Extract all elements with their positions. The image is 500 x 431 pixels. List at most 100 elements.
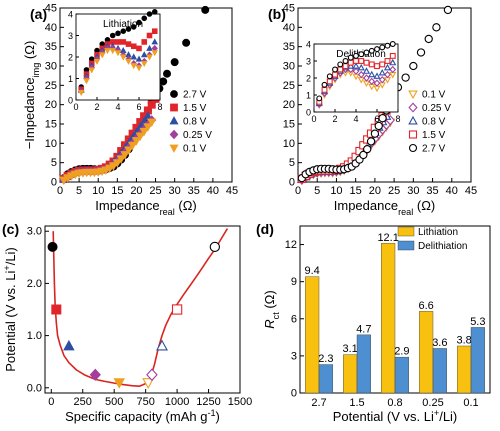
inset-point bbox=[115, 30, 121, 37]
inset-point bbox=[379, 61, 386, 68]
inset-point bbox=[88, 67, 96, 74]
bar-lithiation bbox=[457, 345, 472, 394]
inset-point bbox=[104, 48, 111, 55]
y-tick-label: 40 bbox=[283, 22, 295, 34]
inset-point bbox=[93, 58, 101, 65]
panel-label: (b) bbox=[268, 6, 286, 22]
data-point bbox=[359, 150, 368, 160]
inset-point bbox=[120, 39, 127, 45]
legend-swatch bbox=[397, 240, 415, 251]
y-tick-label: 0 bbox=[291, 388, 297, 400]
inset-point bbox=[389, 65, 397, 74]
y-tick-label: 15 bbox=[283, 119, 295, 131]
bar-value-label: 2.9 bbox=[394, 346, 409, 358]
bar-value-label: 5.3 bbox=[470, 316, 485, 328]
inset-point bbox=[98, 52, 106, 59]
x-tick-label: 2 bbox=[94, 102, 99, 112]
inset-point bbox=[119, 54, 127, 61]
inset-point bbox=[363, 74, 370, 82]
y-tick-label: 4 bbox=[68, 10, 73, 20]
y-tick-label: 10 bbox=[283, 138, 295, 150]
x-tick-label: 25 bbox=[388, 185, 400, 197]
inset-point bbox=[363, 59, 370, 66]
y-tick-label: 3 bbox=[306, 57, 311, 67]
inset-point bbox=[362, 67, 371, 74]
y-tick-label: 10 bbox=[45, 138, 57, 150]
data-point bbox=[112, 159, 122, 168]
y-tick-label: 0 bbox=[289, 177, 295, 189]
legend-marker bbox=[170, 103, 178, 112]
y-axis-label: Potential (V vs. Li+/Li) bbox=[2, 247, 18, 372]
y-tick-label: 25 bbox=[283, 80, 295, 92]
y-tick-label: 3 bbox=[68, 31, 73, 41]
data-point bbox=[424, 34, 433, 44]
y-tick-label: 30 bbox=[283, 61, 295, 73]
bar-lithiation bbox=[419, 311, 434, 394]
x-tick-label: 1.5 bbox=[349, 397, 364, 409]
panel-d: 0 3 6 9 12 2.7 9.4 2.3 1.5 3.1 4.7 0.8 12.1 2.9 0.25 6.… bbox=[256, 221, 491, 424]
series-0.1V bbox=[59, 118, 157, 186]
inset-point bbox=[357, 70, 365, 79]
inset-point bbox=[347, 62, 355, 69]
inset-point bbox=[379, 44, 386, 51]
y-tick-label: 2.0 bbox=[27, 278, 42, 290]
data-point bbox=[51, 304, 62, 315]
inset-point bbox=[332, 66, 338, 73]
x-tick-label: 1250 bbox=[196, 396, 220, 408]
data-point bbox=[146, 368, 158, 382]
data-point bbox=[163, 69, 172, 78]
inset-title: Lithiation bbox=[103, 19, 143, 30]
inset-point bbox=[151, 50, 159, 57]
y-tick-label: 45 bbox=[45, 3, 57, 15]
x-tick-label: 0 bbox=[311, 114, 316, 124]
inset-point bbox=[337, 61, 344, 68]
x-tick-label: 0 bbox=[48, 396, 54, 408]
panel-a: 0 5 10 15 20 25 30 35 40 45051015202530354045(a)I… bbox=[22, 3, 238, 218]
inset-point bbox=[384, 58, 391, 64]
x-tick-label: 5 bbox=[76, 185, 82, 197]
legend-marker bbox=[170, 90, 178, 98]
series-2.7V bbox=[297, 5, 453, 183]
bar-delithiation bbox=[432, 348, 447, 394]
data-point bbox=[170, 58, 179, 67]
y-tick-label: 9 bbox=[291, 276, 297, 288]
legend-marker bbox=[408, 143, 418, 153]
panel-label: (c) bbox=[2, 221, 19, 237]
legend-label: 2.7 V bbox=[422, 144, 446, 155]
plot-area bbox=[59, 7, 233, 183]
y-tick-label: 35 bbox=[45, 41, 57, 53]
inset-point bbox=[125, 26, 132, 32]
x-tick-label: 10 bbox=[92, 185, 104, 197]
y-tick-label: 1.0 bbox=[27, 330, 42, 342]
x-tick-label: 15 bbox=[111, 185, 123, 197]
legend-marker bbox=[408, 102, 418, 113]
x-tick-label: 15 bbox=[350, 185, 362, 197]
x-tick-label: 2 bbox=[332, 114, 337, 124]
inset-point bbox=[321, 86, 328, 93]
x-tick-label: 10 bbox=[330, 185, 342, 197]
inset-point bbox=[352, 67, 360, 75]
bar-lithiation bbox=[381, 243, 396, 394]
inset: 0 2 4 6 8 0 1 2 3 4 Lithiation bbox=[68, 9, 163, 112]
bar-delithiation bbox=[356, 334, 371, 394]
y-tick-label: 5 bbox=[51, 157, 57, 169]
legend-label: 2.7 V bbox=[183, 90, 207, 101]
y-tick-label: 2 bbox=[68, 53, 73, 63]
x-tick-label: 20 bbox=[130, 185, 142, 197]
x-tick-label: 30 bbox=[407, 185, 419, 197]
legend-marker bbox=[408, 90, 418, 100]
legend-marker bbox=[169, 129, 179, 140]
data-point bbox=[89, 368, 101, 381]
inset-point bbox=[389, 58, 397, 66]
y-tick-label: 25 bbox=[45, 80, 57, 92]
x-tick-label: 20 bbox=[369, 185, 381, 197]
inset-point bbox=[130, 63, 138, 70]
y-tick-label: 0 bbox=[306, 108, 311, 118]
inset-point bbox=[353, 58, 359, 64]
bar-lithiation bbox=[343, 354, 358, 394]
y-tick-label: 1 bbox=[68, 74, 73, 84]
inset-point bbox=[342, 58, 349, 64]
inset-point bbox=[337, 66, 344, 73]
x-tick-label: 45 bbox=[465, 185, 477, 197]
legend-label: 0.1 V bbox=[422, 90, 446, 101]
